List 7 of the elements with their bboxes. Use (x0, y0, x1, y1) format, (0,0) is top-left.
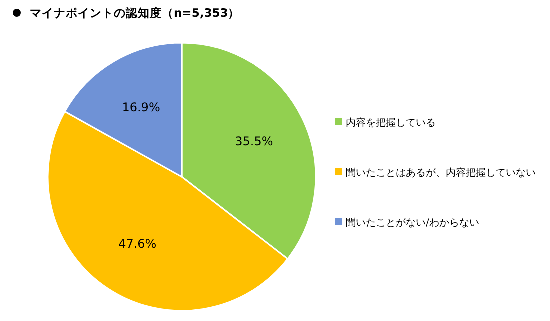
data-label: 47.6% (118, 237, 157, 252)
data-label: 35.5% (235, 134, 274, 149)
chart-title: マイナポイントの認知度（n=5,353） (30, 6, 240, 20)
legend-label: 内容を把握している (346, 117, 436, 129)
data-label: 16.9% (122, 100, 160, 115)
legend-label: 聞いたことはあるが、内容把握していない (346, 167, 536, 179)
legend-label: 聞いたことがない/わからない (346, 217, 480, 229)
